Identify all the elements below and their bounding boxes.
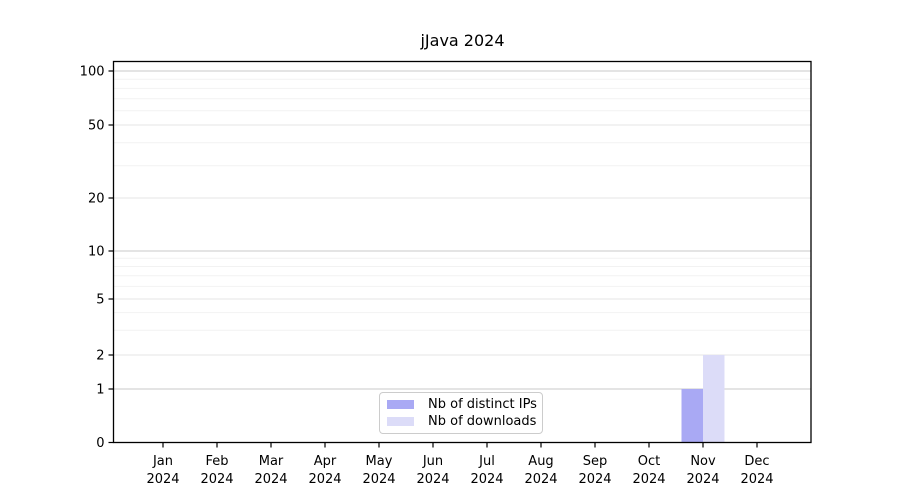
legend-item-downloads: Nb of downloads [387,414,536,429]
x-tick-label-year: 2024 [146,472,179,487]
x-tick-label-month: Sep [583,454,608,469]
x-tick-label-month: Feb [205,454,228,469]
y-tick-label: 10 [88,245,105,260]
x-tick-label-year: 2024 [308,472,341,487]
x-tick-label-month: Mar [259,454,284,469]
y-tick-label: 1 [96,383,104,398]
y-tick-label: 20 [88,192,105,207]
x-tick-label-month: Aug [528,454,553,469]
x-tick-label-year: 2024 [362,472,395,487]
x-tick-label-month: Jun [422,454,443,469]
x-tick-label-month: Jan [152,454,173,469]
x-tick-label-month: Nov [690,454,716,469]
x-tick-label-year: 2024 [578,472,611,487]
x-tick-label-month: Oct [638,454,660,469]
legend-swatch-downloads [387,417,414,426]
x-tick-label-year: 2024 [200,472,233,487]
x-tick-label-year: 2024 [632,472,665,487]
legend-item-distinct-ips: Nb of distinct IPs [387,397,537,412]
x-tick-label-month: Jul [478,454,495,469]
x-tick-label-year: 2024 [524,472,557,487]
x-tick-label-year: 2024 [416,472,449,487]
x-tick-label-month: May [366,454,393,469]
x-tick-label-year: 2024 [740,472,773,487]
x-tick-label-year: 2024 [686,472,719,487]
x-tick-label-year: 2024 [470,472,503,487]
bar-downloads [703,355,725,443]
y-tick-label: 50 [88,119,105,134]
chart-title: jJava 2024 [420,31,505,50]
legend-label-distinct-ips: Nb of distinct IPs [428,397,537,412]
x-tick-label-month: Dec [744,454,769,469]
legend-swatch-distinct-ips [387,400,414,409]
x-tick-label-year: 2024 [254,472,287,487]
bar-distinct-ips [681,389,703,443]
legend: Nb of distinct IPs Nb of downloads [379,392,543,434]
x-tick-label-month: Apr [314,454,337,469]
y-tick-label: 5 [96,293,104,308]
legend-label-downloads: Nb of downloads [428,414,537,429]
y-tick-label: 100 [80,65,105,80]
y-tick-label: 0 [96,436,104,451]
plot-border [112,60,812,444]
y-tick-label: 2 [96,349,104,364]
